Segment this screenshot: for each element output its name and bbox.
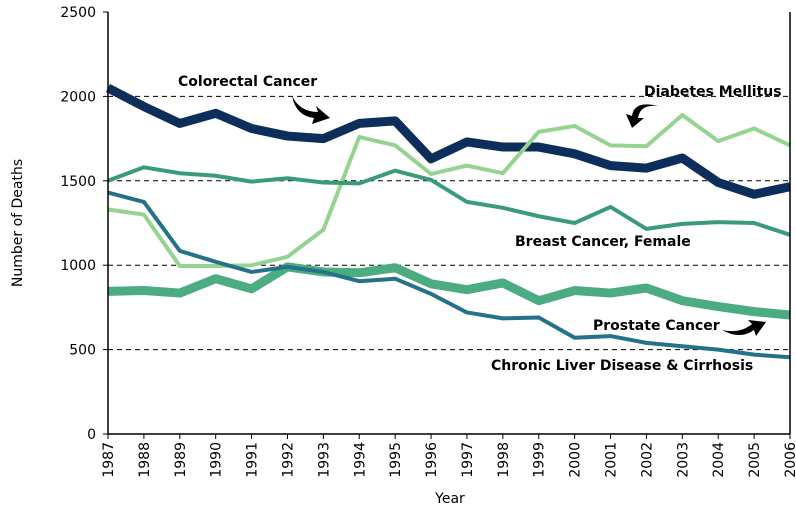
arrow (626, 104, 658, 128)
x-tick-label: 1995 (388, 442, 404, 478)
series-label: Breast Cancer, Female (515, 234, 691, 250)
arrow (722, 320, 766, 336)
x-tick-label: 2003 (675, 442, 691, 478)
series-line (107, 112, 791, 269)
arrows (292, 96, 766, 336)
arrow (292, 96, 330, 124)
y-tick-label: 2000 (60, 89, 96, 105)
x-tick-label: 2001 (604, 442, 620, 478)
x-tick-label: 1989 (173, 442, 189, 478)
x-tick-label: 1993 (316, 442, 332, 478)
x-tick-label: 2005 (747, 442, 763, 478)
x-tick-label: 2004 (711, 442, 727, 478)
x-tick-label: 1998 (496, 442, 512, 478)
x-tick-label: 1988 (137, 442, 153, 478)
series-label: Colorectal Cancer (178, 74, 317, 90)
series-label: Prostate Cancer (593, 318, 720, 334)
x-tick-label: 1994 (352, 442, 368, 478)
series-line (107, 165, 791, 237)
series-line (105, 83, 791, 199)
x-tick-label: 1990 (209, 442, 225, 478)
y-tick-label: 500 (69, 343, 96, 359)
series-label: Diabetes Mellitus (644, 84, 782, 100)
y-tick-label: 0 (87, 427, 96, 443)
y-tick-label: 1000 (60, 258, 96, 274)
x-tick-label: 2000 (568, 442, 584, 478)
x-tick-label: 2002 (639, 442, 655, 478)
x-axis-label: Year (434, 491, 465, 507)
y-tick-label: 1500 (60, 174, 96, 190)
series-line (107, 190, 791, 360)
y-tick-label: 2500 (60, 5, 96, 21)
series-label: Chronic Liver Disease & Cirrhosis (491, 358, 753, 374)
x-tick-label: 1997 (460, 442, 476, 478)
x-tick-label: 1991 (245, 442, 261, 478)
x-tick-label: 1992 (280, 442, 296, 478)
y-axis-label: Number of Deaths (10, 159, 26, 287)
x-tick-label: 2006 (783, 442, 796, 478)
x-tick-label: 1999 (532, 442, 548, 478)
x-tick-label: 1987 (101, 442, 117, 478)
x-tick-label: 1996 (424, 442, 440, 478)
series-line (107, 262, 791, 320)
